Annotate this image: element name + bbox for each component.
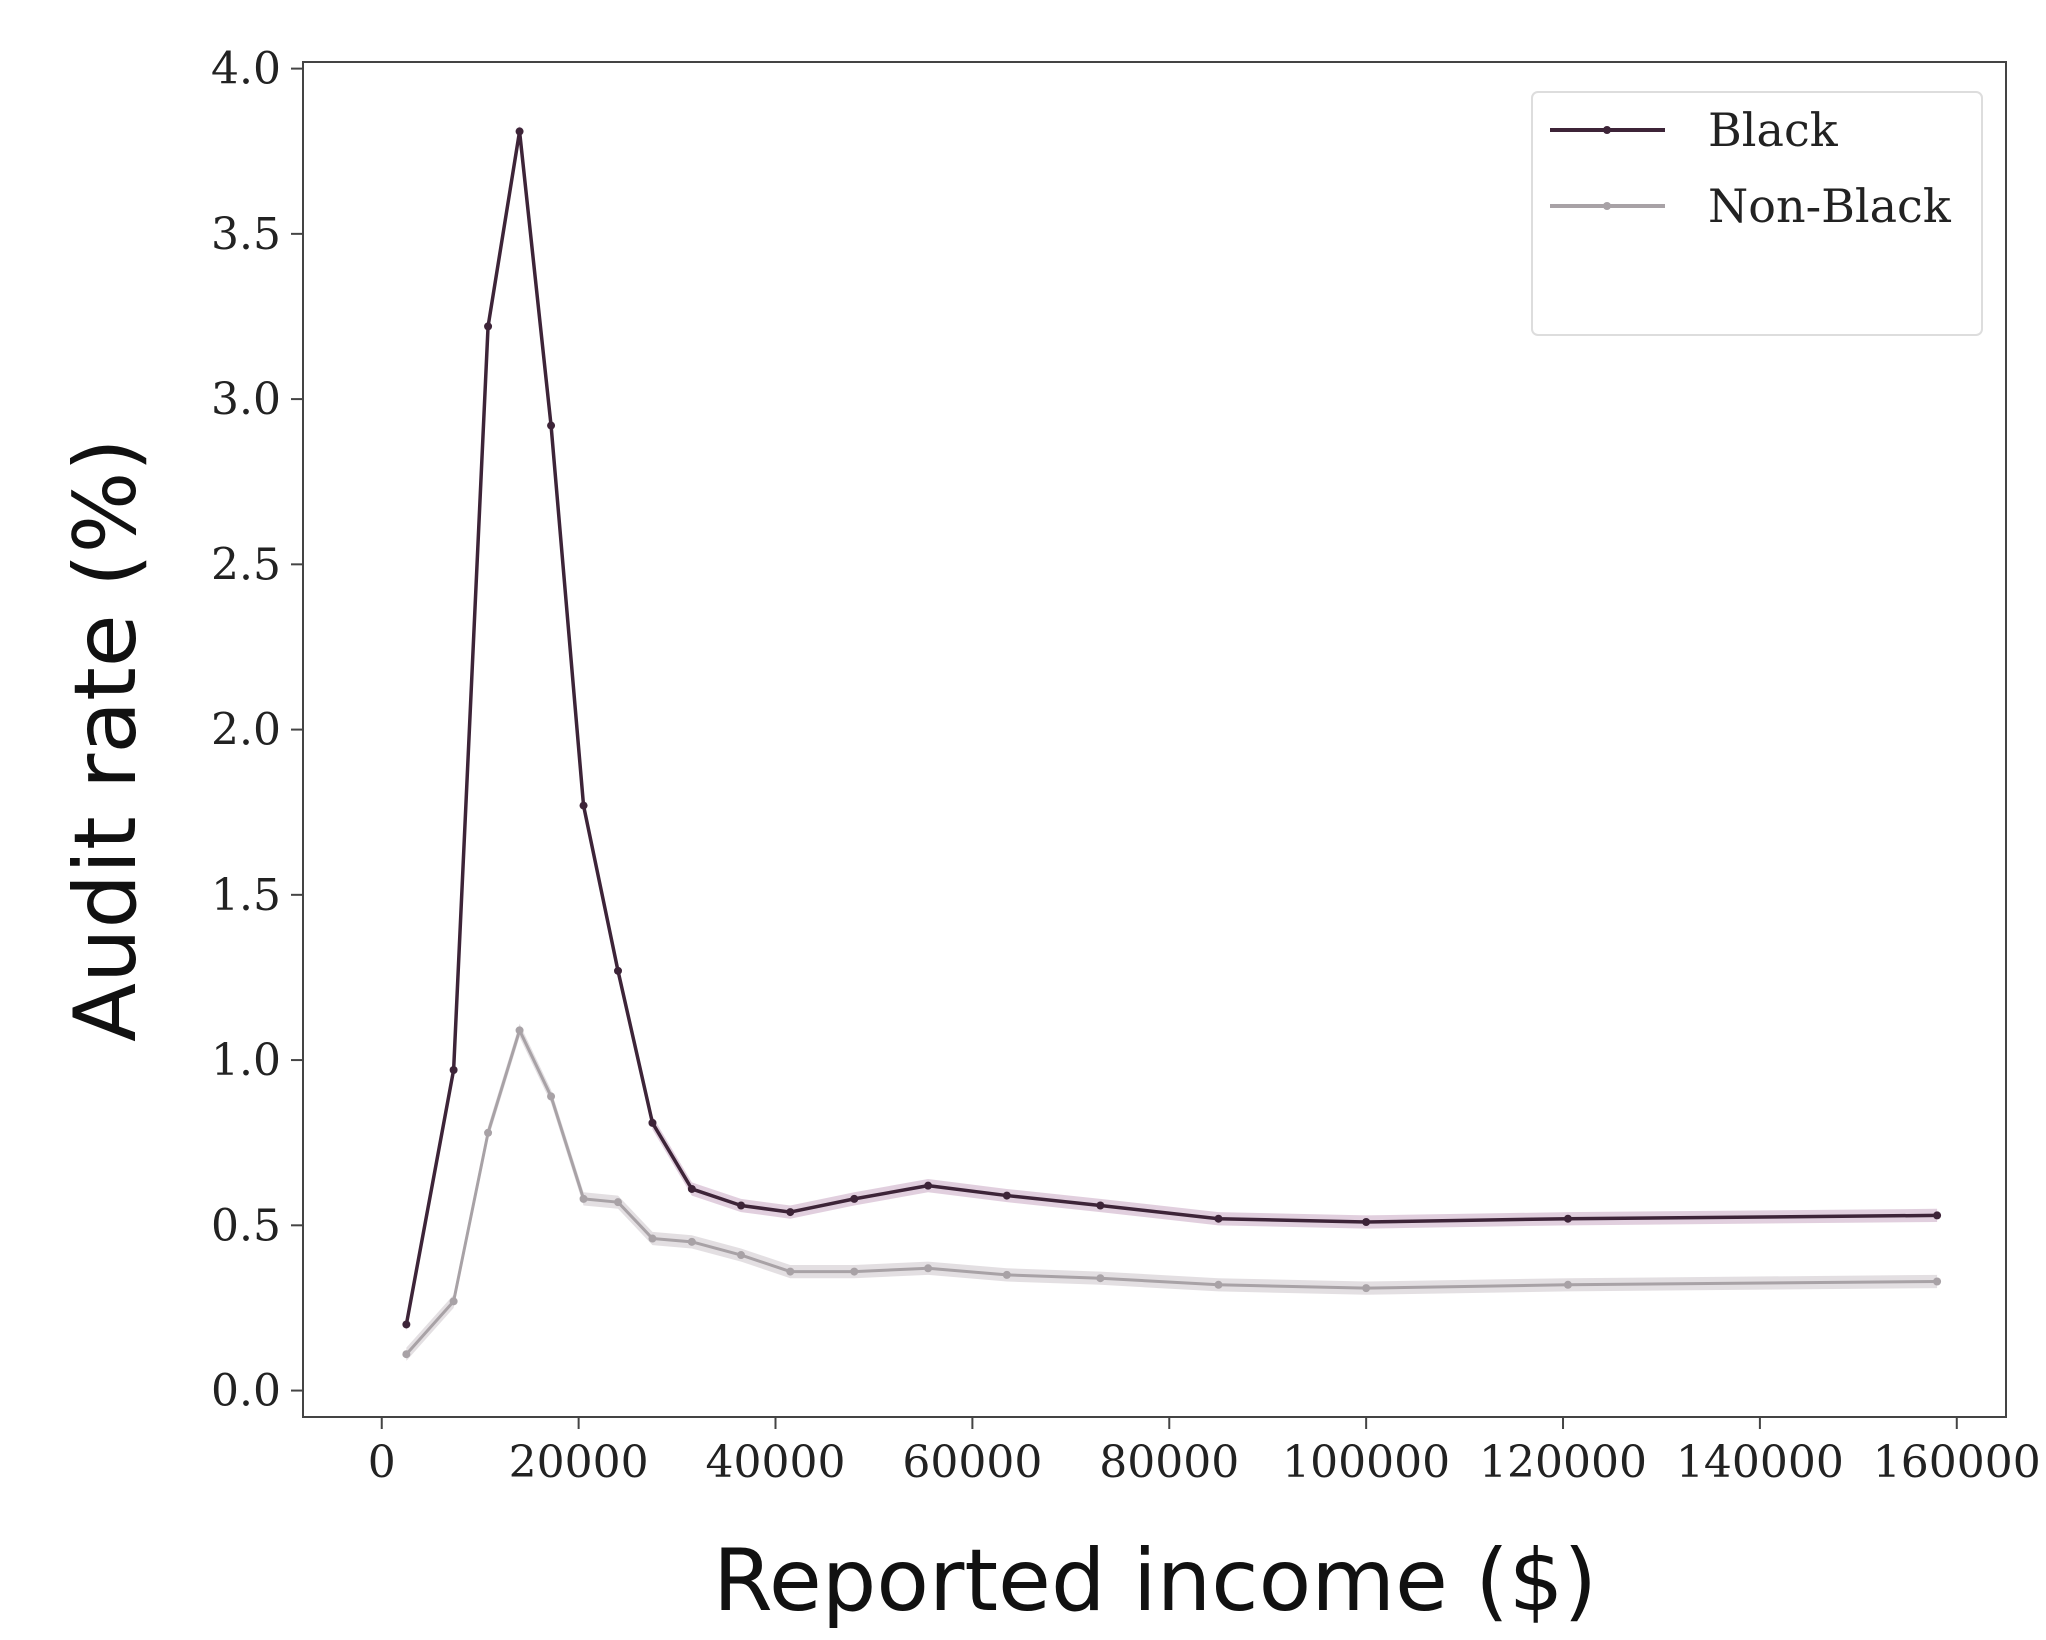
point-non-black — [515, 1026, 524, 1035]
x-axis-ticks: 0 20000 40000 60000 80000 100000 120000 140000 1… — [368, 1417, 2041, 1488]
point-non-black — [614, 1198, 623, 1207]
point-black — [1362, 1218, 1371, 1227]
x-tick-label: 40000 — [706, 1437, 846, 1488]
point-black — [737, 1201, 746, 1210]
point-non-black — [1362, 1284, 1371, 1293]
point-non-black — [648, 1234, 657, 1243]
point-non-black — [449, 1297, 458, 1306]
point-black — [579, 801, 588, 810]
band-black — [406, 124, 1938, 1332]
point-black — [614, 966, 623, 975]
point-black — [648, 1118, 657, 1127]
y-tick-label: 0.0 — [211, 1366, 281, 1417]
y-tick-label: 3.0 — [211, 374, 281, 425]
point-black — [1563, 1214, 1572, 1223]
y-tick-label: 0.5 — [211, 1200, 281, 1251]
point-non-black — [850, 1267, 859, 1276]
point-non-black — [1002, 1270, 1011, 1279]
legend-label-black: Black — [1708, 103, 1839, 157]
legend-marker-non-black — [1603, 202, 1611, 210]
legend-box — [1531, 91, 1983, 336]
y-tick-label: 2.0 — [211, 705, 281, 756]
point-black — [786, 1208, 795, 1217]
point-non-black — [484, 1128, 493, 1137]
series-points — [402, 127, 1942, 1359]
point-black — [850, 1194, 859, 1203]
y-tick-label: 2.5 — [211, 539, 281, 590]
point-black — [1933, 1211, 1942, 1220]
x-tick-label: 0 — [368, 1437, 396, 1488]
x-tick-label: 80000 — [1099, 1437, 1239, 1488]
legend: Black Non-Black — [1531, 91, 1983, 336]
legend-label-non-black: Non-Black — [1708, 179, 1952, 233]
point-non-black — [737, 1251, 746, 1260]
confidence-bands — [406, 124, 1938, 1361]
point-black — [515, 127, 524, 136]
point-non-black — [786, 1267, 795, 1276]
point-black — [402, 1320, 411, 1329]
point-black — [1096, 1201, 1105, 1210]
point-non-black — [924, 1264, 933, 1273]
point-black — [484, 322, 493, 331]
point-non-black — [1563, 1280, 1572, 1289]
point-black — [547, 421, 556, 430]
x-tick-label: 160000 — [1873, 1437, 2041, 1488]
band-non-black — [406, 1023, 1938, 1361]
x-tick-label: 100000 — [1282, 1437, 1450, 1488]
point-non-black — [402, 1350, 411, 1359]
y-axis-title: Audit rate (%) — [56, 438, 156, 1042]
x-tick-label: 60000 — [902, 1437, 1042, 1488]
point-non-black — [687, 1237, 696, 1246]
point-black — [687, 1184, 696, 1193]
y-tick-label: 4.0 — [211, 44, 281, 95]
point-non-black — [547, 1092, 556, 1101]
legend-marker-black — [1603, 126, 1611, 134]
y-axis-ticks: 0.0 0.5 1.0 1.5 2.0 2.5 3.0 3.5 4.0 — [211, 44, 303, 1417]
x-tick-label: 140000 — [1676, 1437, 1844, 1488]
point-black — [924, 1181, 933, 1190]
y-tick-label: 3.5 — [211, 209, 281, 260]
point-non-black — [1214, 1280, 1223, 1289]
y-tick-label: 1.5 — [211, 870, 281, 921]
y-tick-label: 1.0 — [211, 1035, 281, 1086]
point-black — [1002, 1191, 1011, 1200]
point-black — [449, 1065, 458, 1074]
x-tick-label: 20000 — [509, 1437, 649, 1488]
x-axis-title: Reported income ($) — [713, 1531, 1597, 1631]
point-non-black — [1933, 1277, 1942, 1286]
point-black — [1214, 1214, 1223, 1223]
point-non-black — [1096, 1274, 1105, 1283]
point-non-black — [579, 1194, 588, 1203]
x-tick-label: 120000 — [1479, 1437, 1647, 1488]
